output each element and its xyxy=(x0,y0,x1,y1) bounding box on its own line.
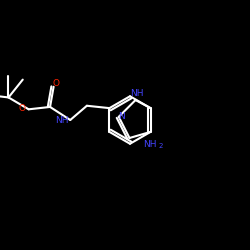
Text: O: O xyxy=(19,104,26,112)
Text: O: O xyxy=(52,78,60,88)
Text: 2: 2 xyxy=(159,143,163,149)
Text: NH: NH xyxy=(56,116,69,124)
Text: NH: NH xyxy=(130,88,143,98)
Text: NH: NH xyxy=(143,140,157,149)
Text: N: N xyxy=(118,112,125,121)
